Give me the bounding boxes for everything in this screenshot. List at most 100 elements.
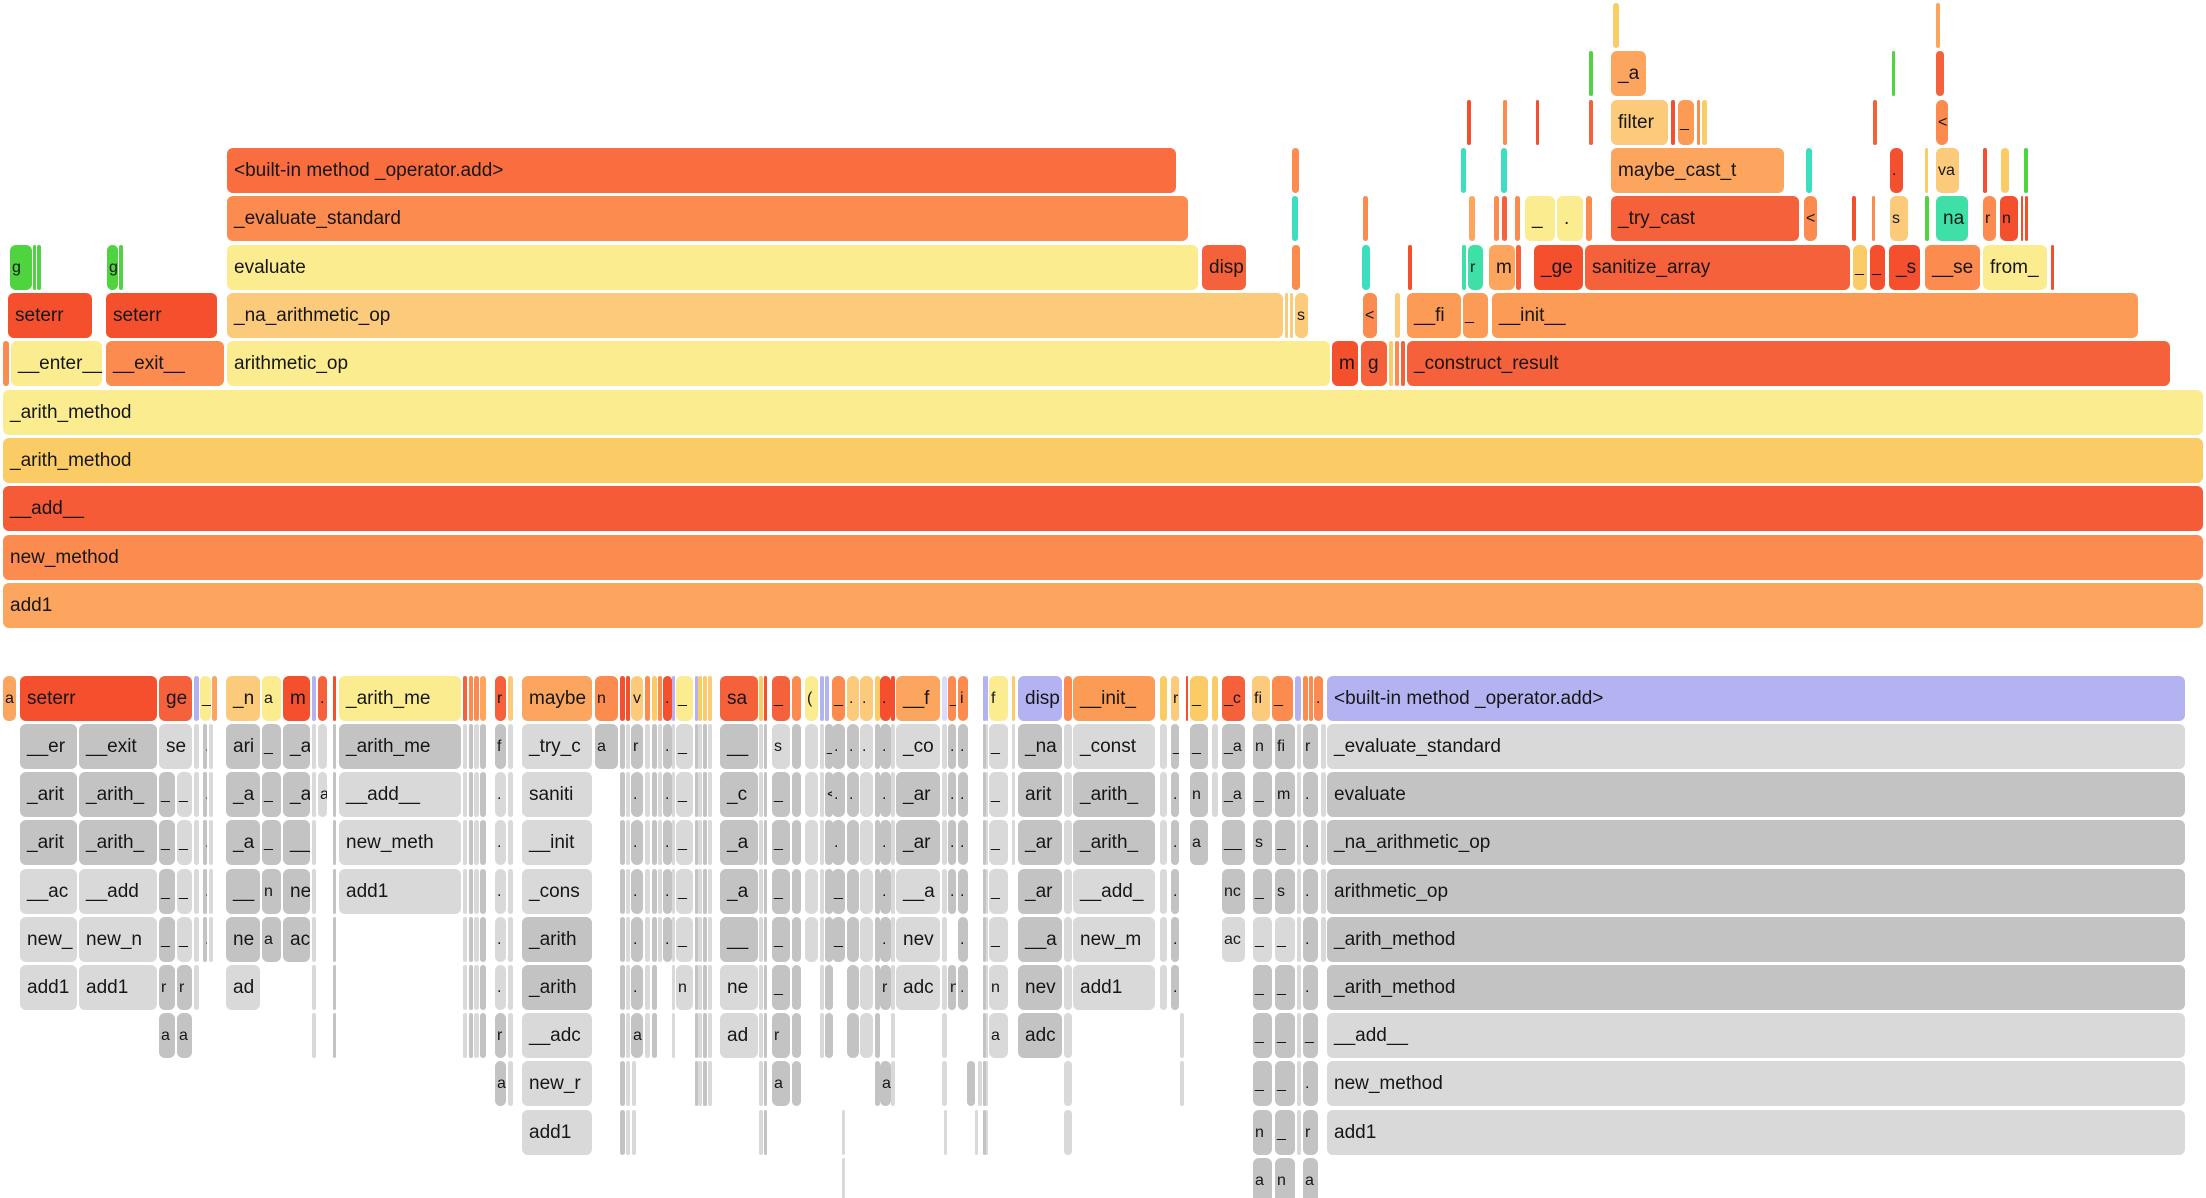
caller-frame[interactable]: _ <box>989 820 1008 865</box>
caller-frame[interactable] <box>695 820 698 865</box>
caller-frame[interactable] <box>847 869 859 914</box>
inverted-root-frame[interactable]: r <box>495 676 506 721</box>
caller-frame[interactable] <box>632 1061 636 1106</box>
caller-frame[interactable] <box>698 820 702 865</box>
caller-frame[interactable] <box>942 820 947 865</box>
selected-frame[interactable] <box>695 676 698 721</box>
caller-frame[interactable] <box>792 965 801 1010</box>
caller-frame[interactable] <box>463 869 467 914</box>
caller-frame[interactable]: r <box>631 724 643 769</box>
caller-frame[interactable] <box>759 724 763 769</box>
caller-frame[interactable] <box>463 820 467 865</box>
caller-frame[interactable]: . <box>832 724 845 769</box>
flame-frame[interactable]: _ <box>1463 293 1488 338</box>
caller-frame[interactable]: _ <box>1303 1013 1318 1058</box>
caller-frame[interactable] <box>480 917 486 962</box>
inverted-root-frame[interactable]: _n <box>226 676 260 721</box>
inverted-root-frame[interactable]: _arith_me <box>339 676 461 721</box>
caller-frame[interactable] <box>759 820 763 865</box>
selected-frame[interactable] <box>820 676 824 721</box>
caller-frame[interactable] <box>1064 1061 1072 1106</box>
caller-frame[interactable] <box>698 724 702 769</box>
flame-frame[interactable] <box>1290 293 1293 338</box>
caller-frame[interactable] <box>842 1158 845 1198</box>
caller-frame[interactable] <box>860 772 873 817</box>
caller-frame[interactable] <box>875 869 880 914</box>
flame-frame[interactable] <box>1936 51 1944 96</box>
flame-frame[interactable]: __fi <box>1407 293 1461 338</box>
inverted-root-frame[interactable]: _ <box>1272 676 1293 721</box>
caller-frame[interactable] <box>626 1061 630 1106</box>
caller-frame[interactable] <box>508 869 513 914</box>
caller-frame[interactable] <box>820 1013 824 1058</box>
caller-frame[interactable] <box>860 917 873 962</box>
caller-frame[interactable] <box>942 965 947 1010</box>
caller-frame[interactable]: __ <box>720 724 758 769</box>
caller-frame[interactable]: _ <box>1190 724 1208 769</box>
caller-frame[interactable] <box>1064 724 1072 769</box>
caller-frame[interactable] <box>698 1013 702 1058</box>
flame-frame[interactable] <box>1536 100 1539 145</box>
caller-frame[interactable] <box>1160 772 1167 817</box>
caller-frame[interactable] <box>626 1013 630 1058</box>
caller-frame[interactable] <box>708 820 712 865</box>
caller-frame[interactable] <box>474 820 479 865</box>
caller-frame[interactable]: . <box>631 869 643 914</box>
caller-frame[interactable] <box>942 724 947 769</box>
caller-frame[interactable]: _arith <box>522 965 592 1010</box>
caller-frame[interactable] <box>764 724 767 769</box>
caller-frame[interactable] <box>333 869 336 914</box>
caller-frame[interactable] <box>1012 820 1015 865</box>
caller-frame[interactable] <box>698 1061 702 1106</box>
caller-frame[interactable]: __add__ <box>339 772 461 817</box>
inverted-root-frame[interactable] <box>652 676 657 721</box>
caller-frame[interactable] <box>792 724 801 769</box>
flame-frame[interactable] <box>1285 293 1288 338</box>
caller-frame[interactable] <box>1321 724 1326 769</box>
inverted-root-frame[interactable] <box>1303 676 1308 721</box>
inverted-root-frame[interactable]: _ <box>1190 676 1208 721</box>
caller-frame[interactable] <box>626 869 630 914</box>
flame-frame[interactable] <box>1925 148 1928 193</box>
caller-frame[interactable]: _ <box>1275 917 1295 962</box>
caller-frame[interactable]: . <box>1303 965 1318 1010</box>
caller-frame[interactable] <box>194 724 199 769</box>
caller-frame[interactable] <box>975 1110 978 1155</box>
flame-frame[interactable]: from_ <box>1983 245 2047 290</box>
caller-frame[interactable]: _ <box>772 820 790 865</box>
caller-frame[interactable] <box>620 1110 625 1155</box>
caller-frame[interactable] <box>875 917 880 962</box>
inverted-root-frame[interactable] <box>626 676 630 721</box>
caller-frame[interactable]: _const <box>1073 724 1155 769</box>
caller-frame[interactable] <box>698 965 702 1010</box>
caller-frame[interactable]: _ <box>832 917 845 962</box>
caller-frame[interactable]: a <box>880 1061 891 1106</box>
flame-frame[interactable]: filter <box>1611 100 1668 145</box>
caller-frame[interactable]: _arith_method <box>1327 917 2185 962</box>
caller-frame[interactable] <box>645 869 650 914</box>
caller-frame[interactable] <box>695 724 698 769</box>
flame-frame[interactable] <box>1363 196 1368 241</box>
flame-frame[interactable]: __enter__ <box>11 341 102 386</box>
flame-frame[interactable] <box>37 245 41 290</box>
caller-frame[interactable] <box>703 772 707 817</box>
caller-frame[interactable]: _ <box>676 820 693 865</box>
flame-frame[interactable]: _ <box>1525 196 1555 241</box>
caller-frame[interactable] <box>672 965 675 1010</box>
caller-frame[interactable] <box>825 917 833 962</box>
caller-frame[interactable] <box>469 820 473 865</box>
caller-frame[interactable] <box>875 1061 880 1106</box>
caller-frame[interactable]: __ <box>720 917 758 962</box>
caller-frame[interactable] <box>333 917 336 962</box>
caller-frame[interactable] <box>312 917 316 962</box>
caller-frame[interactable]: r <box>772 1013 790 1058</box>
inverted-root-frame[interactable] <box>474 676 479 721</box>
caller-frame[interactable] <box>944 1110 947 1155</box>
caller-frame[interactable] <box>825 1013 833 1058</box>
caller-frame[interactable] <box>194 869 199 914</box>
caller-frame[interactable]: m <box>1275 772 1295 817</box>
caller-frame[interactable]: _na_arithmetic_op <box>1327 820 2185 865</box>
caller-frame[interactable]: _ <box>989 772 1008 817</box>
flame-frame[interactable] <box>1516 245 1521 290</box>
caller-frame[interactable]: _arith_ <box>1073 772 1155 817</box>
